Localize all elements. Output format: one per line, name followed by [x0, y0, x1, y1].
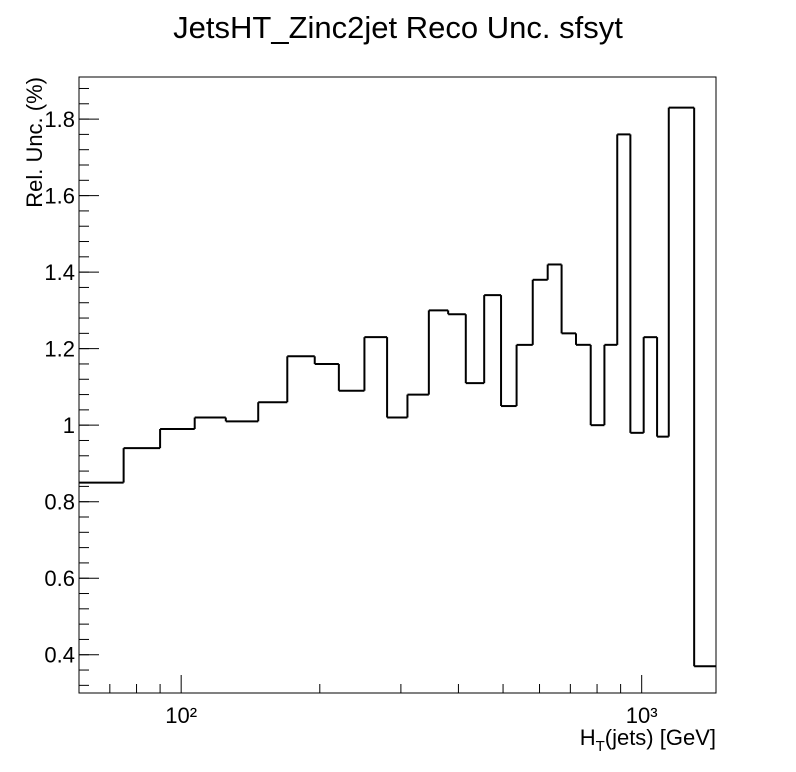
y-tick-label: 1.2 [44, 337, 75, 362]
y-tick-label: 0.6 [44, 566, 75, 591]
x-title-part: (jets) [GeV] [605, 725, 716, 750]
plot-frame [78, 76, 717, 694]
chart-title: JetsHT_Zinc2jet Reco Unc. sfsyt [173, 10, 623, 45]
y-tick-label: 0.4 [44, 643, 75, 668]
y-tick-label: 0.8 [44, 490, 75, 515]
y-tick-label: 1.6 [44, 184, 75, 209]
x-title-sub: T [596, 738, 605, 755]
y-tick-label: 1 [63, 413, 75, 438]
x-tick-label: 10² [165, 703, 197, 728]
y-axis-title: Rel. Unc. (%) [22, 77, 47, 208]
x-title-part: H [580, 725, 596, 750]
y-tick-label: 1.8 [44, 107, 75, 132]
x-tick-label: 10³ [626, 703, 658, 728]
x-axis-title: HT(jets) [GeV] [580, 725, 716, 755]
y-tick-label: 1.4 [44, 260, 75, 285]
